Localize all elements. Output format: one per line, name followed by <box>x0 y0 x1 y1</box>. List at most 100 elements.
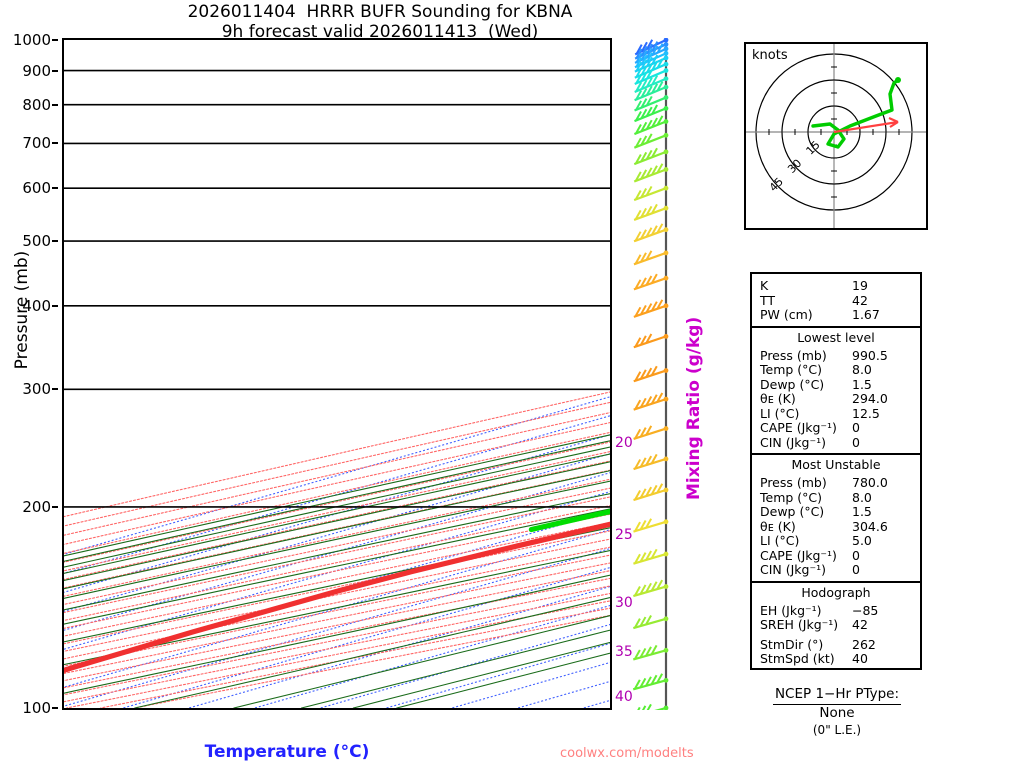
temperature-axis: −30−20−10010203040 <box>62 714 612 738</box>
ptype-value: None <box>819 705 855 721</box>
pressure-tick-label: 600 <box>22 179 51 198</box>
pressure-tick-label: 800 <box>22 95 51 114</box>
data-row: CIN (Jkg⁻¹) 0 <box>752 434 920 451</box>
wind-barb <box>633 273 669 291</box>
data-row-value: 0 <box>852 420 860 435</box>
divider <box>752 325 920 328</box>
wind-barb <box>633 453 669 471</box>
data-row: θᴇ (K) 294.0 <box>752 391 920 407</box>
data-row-key: LI (°C) <box>760 533 800 548</box>
height-label: 40 <box>615 689 633 705</box>
wind-barb <box>634 81 669 102</box>
data-row-key: Temp (°C) <box>760 362 823 377</box>
wind-barb <box>634 95 669 112</box>
data-row-value: 0 <box>852 547 860 563</box>
pressure-tick <box>52 505 58 508</box>
wind-barb <box>633 483 669 502</box>
data-row: Press (mb) 990.5 <box>752 347 920 364</box>
data-row-value: 1.67 <box>852 307 880 322</box>
data-row-key: StmDir (°) <box>760 636 824 652</box>
sounding-data-panel: K 19 TT 42 PW (cm) 1.67 Lowest level Press (m… <box>750 272 922 670</box>
pressure-tick-label: 300 <box>22 380 51 399</box>
pressure-tick-label: 500 <box>22 232 51 251</box>
most-unstable-heading: Most Unstable <box>791 457 881 472</box>
wind-barb <box>634 68 669 85</box>
data-row-key: θᴇ (K) <box>760 391 796 406</box>
data-row: CAPE (Jkg⁻¹) 0 <box>752 420 920 436</box>
data-row: θᴇ (K) 304.6 <box>752 518 920 535</box>
wind-barb <box>633 614 669 630</box>
data-row: CAPE (Jkg⁻¹) 0 <box>752 547 920 564</box>
y-axis-label: Pressure (mb) <box>12 250 32 370</box>
lowest-level-heading: Lowest level <box>797 329 875 345</box>
data-row-key: CIN (Jkg⁻¹) <box>760 434 826 450</box>
pressure-tick <box>52 187 58 190</box>
data-row-value: 0 <box>852 562 860 577</box>
hodograph-trace-end <box>895 77 901 83</box>
pressure-axis: 100 200 300 400 500 600 700 800 900 1000 <box>0 31 58 717</box>
data-row-value: 8.0 <box>852 362 872 377</box>
wind-barb <box>633 333 669 349</box>
pressure-tick <box>52 707 58 709</box>
data-row: Dewp (°C) 1.5 <box>752 377 920 393</box>
divider <box>752 453 920 455</box>
data-row: StmDir (°) 262 <box>752 636 920 653</box>
data-row: SREH (Jkg⁻¹) 42 <box>752 617 920 633</box>
divider <box>752 580 920 583</box>
data-row-key: Dewp (°C) <box>760 504 825 519</box>
wind-barb <box>633 115 669 136</box>
data-row: K 19 <box>752 278 920 294</box>
storm-motion-values: StmDir (°) 262 StmSpd (kt) 40 <box>752 636 920 667</box>
wind-barb <box>634 75 669 93</box>
height-label: 35 <box>615 644 633 660</box>
data-row: TT 42 <box>752 292 920 309</box>
data-row-key: TT <box>760 292 776 308</box>
ptype-block: NCEP 1−Hr PType: None (0" L.E.) <box>742 686 932 739</box>
data-row-key: SREH (Jkg⁻¹) <box>760 617 839 632</box>
data-row-key: EH (Jkg⁻¹) <box>760 602 822 618</box>
storm-motion-arrow <box>833 116 899 134</box>
data-row-value: 1.5 <box>852 504 872 519</box>
data-row: Press (mb) 780.0 <box>752 475 920 491</box>
hodograph[interactable]: 15 30 45 <box>744 42 928 230</box>
data-row-value: 304.6 <box>852 518 888 534</box>
height-label: 30 <box>615 595 633 611</box>
hodograph-ring-label: 15 <box>804 138 823 157</box>
pressure-tick <box>52 240 58 243</box>
wind-barb <box>633 299 669 318</box>
wind-barb <box>633 548 669 565</box>
pressure-tick <box>52 142 58 145</box>
stability-indices: K 19 TT 42 PW (cm) 1.67 <box>752 278 920 323</box>
wind-barb <box>633 365 669 383</box>
data-row-key: Press (mb) <box>760 347 827 363</box>
data-row-value: 262 <box>852 636 876 652</box>
wind-barb <box>633 579 669 598</box>
wind-barb-canvas <box>632 37 669 718</box>
pressure-tick <box>52 39 58 41</box>
pressure-tick <box>52 103 58 106</box>
wind-barb <box>632 673 669 691</box>
wind-barb <box>633 185 669 202</box>
wind-barb <box>633 163 669 183</box>
data-row-value: 990.5 <box>852 347 888 363</box>
data-row-key: CIN (Jkg⁻¹) <box>760 562 826 577</box>
page-title: 2026011404 HRRR BUFR Sounding for KBNA 9… <box>0 2 760 42</box>
title-line-1: 2026011404 HRRR BUFR Sounding for KBNA <box>187 2 573 22</box>
wind-barb <box>632 644 669 661</box>
wind-barb <box>633 203 669 221</box>
hodograph-unit-label: knots <box>752 48 788 63</box>
skewt-diagram[interactable]: 123468101520 <box>62 38 612 710</box>
height-label: 20 <box>615 435 633 451</box>
pressure-tick <box>52 69 58 72</box>
data-row-key: LI (°C) <box>760 405 800 421</box>
pressure-tick-label: 900 <box>22 61 51 80</box>
data-row: PW (cm) 1.67 <box>752 307 920 323</box>
pressure-tick-label: 400 <box>22 296 51 315</box>
data-row: Temp (°C) 8.0 <box>752 362 920 378</box>
pressure-tick-label: 700 <box>22 134 51 153</box>
data-row: Temp (°C) 8.0 <box>752 490 920 506</box>
skewt-canvas <box>64 69 610 708</box>
wind-barb <box>633 392 669 411</box>
pressure-tick-label: 100 <box>22 699 51 717</box>
